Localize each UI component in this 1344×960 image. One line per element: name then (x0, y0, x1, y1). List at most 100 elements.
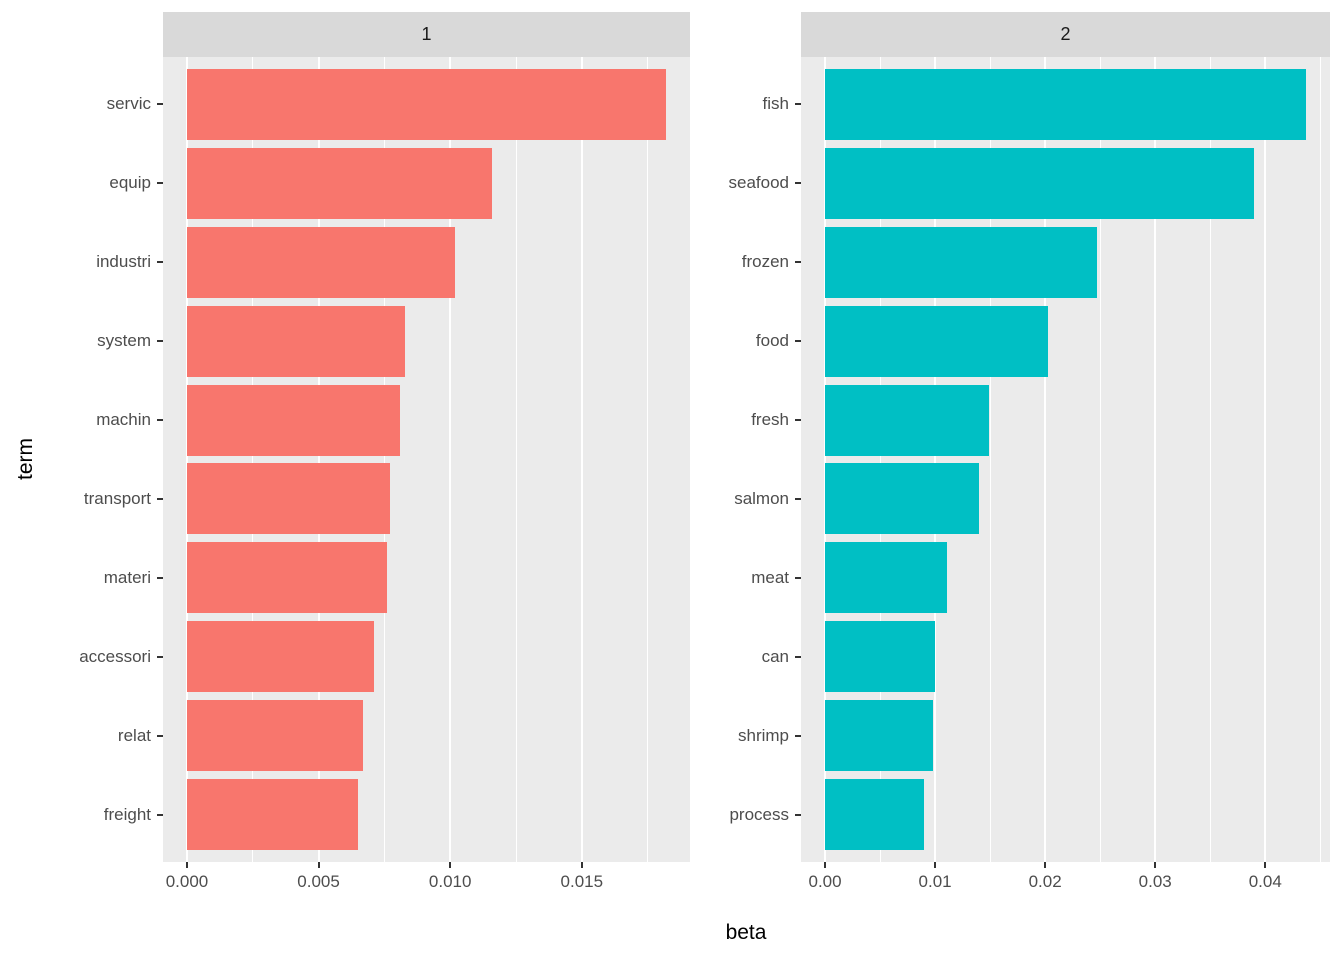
y-tick-mark (795, 419, 801, 422)
bar-transport (186, 463, 390, 535)
y-tick-mark (795, 497, 801, 500)
bar-freight (186, 779, 359, 851)
gridline-major (449, 57, 452, 862)
x-tick-label: 0.00 (808, 872, 842, 891)
facet-1: 1 servic equip industri system machin transpor… (79, 12, 690, 891)
bar-fish (825, 68, 1306, 140)
x-tick-label: 0.04 (1248, 872, 1282, 891)
x-tick-mark (1154, 862, 1157, 868)
y-tick-mark (157, 576, 163, 579)
y-tick-mark (157, 497, 163, 500)
x-tick-label: 0.000 (165, 872, 209, 891)
x-axis-title: beta (725, 921, 767, 944)
y-tick-mark (795, 182, 801, 185)
gridline-minor (515, 57, 517, 862)
y-tick-mark (157, 103, 163, 106)
facet-strip-label: 1 (421, 24, 432, 44)
y-tick-mark (157, 182, 163, 185)
x-tick-label: 0.005 (297, 872, 340, 891)
gridline-minor (879, 57, 881, 862)
y-tick-mark (795, 340, 801, 343)
x-tick-label: 0.015 (560, 872, 604, 891)
y-tick-mark (157, 261, 163, 264)
y-tick-label-seafood: seafood (728, 173, 790, 193)
gridline-major (317, 57, 320, 862)
gridline-major (824, 57, 827, 862)
y-tick-mark (157, 419, 163, 422)
bar-salmon (825, 463, 980, 535)
bar-servic (186, 68, 667, 140)
x-tick-mark (1264, 862, 1267, 868)
y-tick-mark (795, 655, 801, 658)
gridline-minor (647, 57, 649, 862)
y-tick-mark (795, 103, 801, 106)
y-tick-label-servic: servic (106, 94, 151, 114)
facet-strip-1: 1 (163, 12, 690, 57)
gridline-major (185, 57, 188, 862)
bar-seafood (825, 147, 1255, 219)
y-tick-label-equip: equip (109, 173, 151, 193)
bar-frozen (825, 226, 1097, 298)
bar-meat (825, 542, 948, 614)
x-tick-label: 0.010 (428, 872, 472, 891)
bar-materi (186, 542, 387, 614)
y-tick-label-salmon: salmon (734, 488, 789, 508)
y-tick-label-process: process (729, 804, 789, 824)
gridline-minor (252, 57, 254, 862)
gridline-minor (1319, 57, 1321, 862)
x-tick-mark (449, 862, 452, 868)
gridline-minor (383, 57, 385, 862)
facet-panel-1 (163, 57, 690, 862)
bar-can (825, 621, 936, 693)
y-tick-mark (795, 576, 801, 579)
y-tick-mark (795, 261, 801, 264)
gridline-major (1154, 57, 1157, 862)
gridline-minor (989, 57, 991, 862)
y-tick-mark (157, 734, 163, 737)
gridline-major (934, 57, 937, 862)
y-axis-title: term (14, 438, 37, 480)
y-tick-label-relat: relat (117, 725, 151, 745)
y-tick-label-materi: materi (103, 567, 151, 587)
x-tick-label: 0.03 (1138, 872, 1172, 891)
y-tick-mark (795, 813, 801, 816)
x-tick-mark (185, 862, 188, 868)
gridline-minor (1099, 57, 1101, 862)
bar-system (186, 305, 406, 377)
x-tick-label: 0.02 (1028, 872, 1062, 891)
bar-food (825, 305, 1049, 377)
x-tick-label: 0.01 (918, 872, 952, 891)
x-tick-mark (1044, 862, 1047, 868)
bar-industri (186, 226, 456, 298)
y-tick-label-meat: meat (751, 567, 789, 587)
bar-accessori (186, 621, 374, 693)
bar-relat (186, 700, 364, 772)
gridline-major (580, 57, 583, 862)
gridline-major (1264, 57, 1267, 862)
y-tick-label-frozen: frozen (741, 252, 789, 272)
facet-strip-label: 2 (1060, 24, 1071, 44)
y-tick-mark (157, 813, 163, 816)
y-tick-label-system: system (97, 331, 151, 351)
facet-2: 2 fish seafood frozen food fresh salmon meat can… (729, 12, 1330, 891)
y-tick-mark (795, 734, 801, 737)
x-tick-mark (317, 862, 320, 868)
x-tick-mark (580, 862, 583, 868)
y-tick-label-freight: freight (103, 804, 151, 824)
bar-shrimp (825, 700, 933, 772)
y-tick-mark (157, 655, 163, 658)
y-tick-label-accessori: accessori (79, 646, 151, 666)
y-tick-label-can: can (761, 646, 789, 666)
bar-equip (186, 147, 493, 219)
bar-process (825, 779, 925, 851)
y-tick-label-food: food (755, 331, 789, 351)
y-tick-label-transport: transport (83, 488, 151, 508)
gridline-major (1044, 57, 1047, 862)
y-tick-label-machin: machin (96, 410, 151, 430)
y-tick-label-industri: industri (96, 252, 151, 272)
x-tick-mark (824, 862, 827, 868)
y-tick-mark (157, 340, 163, 343)
y-tick-label-fish: fish (762, 94, 789, 114)
y-tick-label-shrimp: shrimp (737, 725, 789, 745)
